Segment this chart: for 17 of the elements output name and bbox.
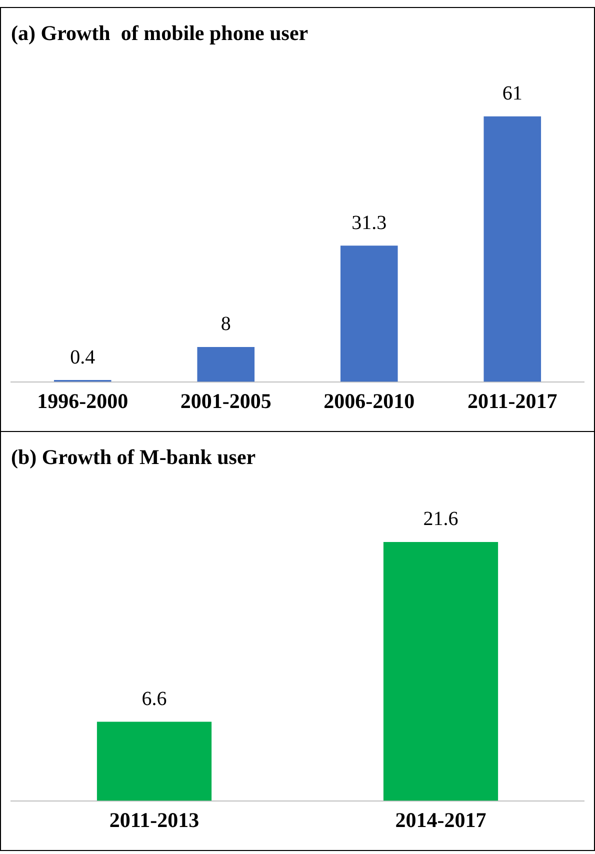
x-tick-label: 2011-2017 bbox=[467, 388, 558, 413]
x-tick-label: 2001-2005 bbox=[180, 388, 272, 413]
data-label: 31.3 bbox=[352, 212, 387, 234]
data-label: 61 bbox=[502, 82, 522, 105]
x-tick-label: 2006-2010 bbox=[324, 388, 415, 413]
x-tick-label: 1996-2000 bbox=[37, 388, 128, 413]
chart-title: (a) Growth of mobile phone user bbox=[11, 21, 308, 46]
data-label: 0.4 bbox=[70, 346, 96, 368]
bar bbox=[484, 116, 542, 382]
bar bbox=[340, 246, 398, 382]
data-label: 8 bbox=[220, 313, 231, 336]
chart-title: (b) Growth of M-bank user bbox=[11, 445, 256, 470]
x-tick-label: 2014-2017 bbox=[395, 808, 486, 832]
data-label: 21.6 bbox=[423, 508, 458, 530]
bar bbox=[197, 346, 255, 382]
x-tick-label: 2011-2013 bbox=[109, 808, 200, 832]
data-label: 6.6 bbox=[142, 688, 167, 710]
